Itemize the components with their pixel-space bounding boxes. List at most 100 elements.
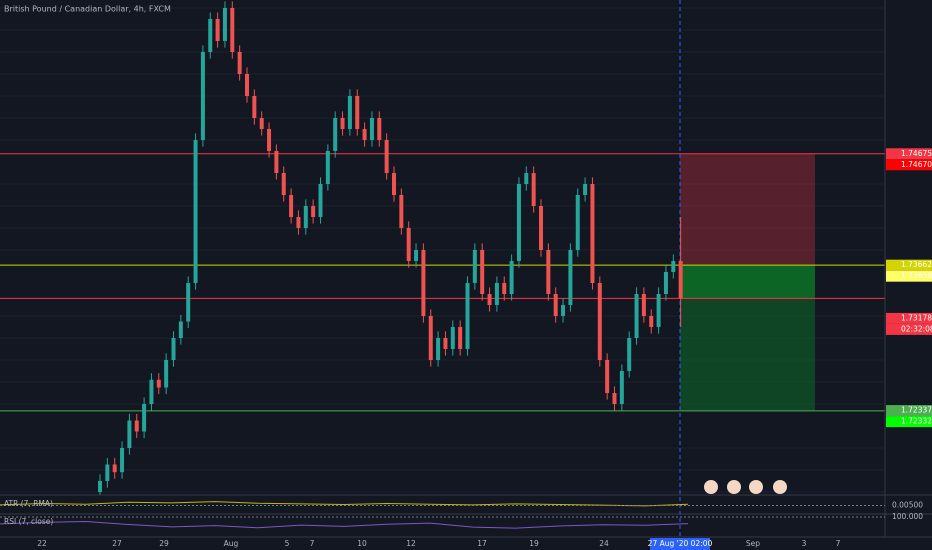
candle-body (259, 118, 264, 129)
candle-body (134, 420, 139, 432)
x-tick-label: 5 (285, 539, 290, 548)
candle-body (436, 338, 441, 360)
candle-body (230, 8, 235, 52)
price-label-bg (886, 159, 932, 171)
candle-body (656, 294, 661, 327)
price-label: 1.72332 (901, 417, 932, 426)
candle-body (502, 283, 507, 294)
candle-body (311, 206, 316, 217)
candle-body (678, 261, 683, 299)
atr-line (0, 501, 689, 507)
price-label-bg (886, 405, 932, 417)
candle-body (399, 195, 404, 228)
candle-body (663, 272, 668, 294)
candle-body (164, 360, 169, 388)
price-label: 1.73656 (901, 271, 932, 280)
candle-body (362, 129, 367, 140)
price-label-bg (886, 270, 932, 282)
x-tick-label: 27 Aug '20 02:00 (648, 539, 713, 548)
candle-body (392, 173, 396, 195)
candle-body (369, 118, 374, 140)
candle-body (340, 118, 345, 129)
price-label-bg (886, 312, 932, 324)
x-tick-label: 3 (802, 539, 807, 548)
candle-body (553, 294, 558, 316)
candle-body (443, 338, 448, 349)
candle-body (105, 464, 110, 481)
x-tick-label: 10 (357, 539, 367, 548)
candle-body (465, 283, 470, 349)
candle-body (384, 140, 389, 173)
candle-body (347, 96, 352, 129)
price-label-bg (886, 416, 932, 428)
rsi-label: RSI (7, close) (4, 517, 53, 526)
x-tick-label: 29 (159, 539, 169, 548)
x-tick-label: 12 (406, 539, 416, 548)
candle-body (142, 404, 147, 432)
price-label: 1.72337 (901, 406, 932, 415)
candle-body (509, 261, 514, 294)
candle-body (568, 250, 573, 305)
price-label: 1.74670 (901, 160, 932, 169)
candle-body (252, 96, 257, 118)
candle-body (156, 379, 161, 388)
time-label-bg (650, 538, 710, 550)
candle-body (546, 250, 551, 294)
emoji (727, 480, 741, 494)
candle-body (303, 206, 308, 228)
candle-body (641, 294, 646, 316)
x-tick-label: 22 (37, 539, 47, 548)
candle-body (649, 316, 654, 327)
price-label: 1.73662 (901, 260, 932, 269)
candle-body (619, 371, 624, 404)
countdown: 02:32:08 (901, 324, 932, 333)
candle-body (421, 250, 426, 316)
candle-body (267, 129, 272, 151)
candle-body (98, 481, 102, 492)
candle-body (112, 464, 117, 473)
price-label: 1.73178 (901, 313, 932, 322)
candle-body (487, 294, 492, 305)
x-tick-label: Aug (224, 539, 239, 548)
candle-body (539, 206, 543, 250)
candle-body (237, 52, 242, 74)
candle-body (524, 173, 529, 184)
atr-tick-label: 0.00500 (892, 501, 923, 510)
stop-zone (680, 153, 815, 266)
candle-body (612, 393, 617, 404)
candle-body (127, 420, 132, 448)
candle-body (516, 184, 521, 261)
x-tick-label: 7 (836, 539, 841, 548)
candle-body (281, 173, 286, 195)
candle-body (575, 195, 580, 250)
candle-body (222, 8, 227, 41)
candle-body (583, 184, 588, 195)
x-tick-label: 7 (310, 539, 315, 548)
rsi-line (0, 520, 689, 529)
candle-body (193, 140, 198, 283)
emoji (704, 480, 718, 494)
candle-body (414, 250, 419, 261)
target-zone-top (680, 265, 815, 299)
candle-body (171, 338, 176, 360)
chart-title: British Pound / Canadian Dollar, 4h, FXC… (4, 5, 171, 14)
price-label-bg (886, 259, 932, 271)
candle-body (605, 360, 610, 393)
emoji-row (704, 480, 787, 494)
candle-body (480, 250, 485, 294)
candle-body (120, 448, 125, 473)
candle-body (149, 379, 154, 404)
emoji (773, 480, 787, 494)
candle-body (450, 327, 455, 349)
candle-body (561, 305, 566, 316)
target-zone (680, 265, 815, 411)
candle-body (325, 151, 330, 184)
candle-body (428, 316, 433, 360)
candle-body (215, 19, 220, 41)
x-tick-label: 24 (599, 539, 609, 548)
candle-body (178, 321, 183, 338)
candle-body (634, 294, 639, 338)
